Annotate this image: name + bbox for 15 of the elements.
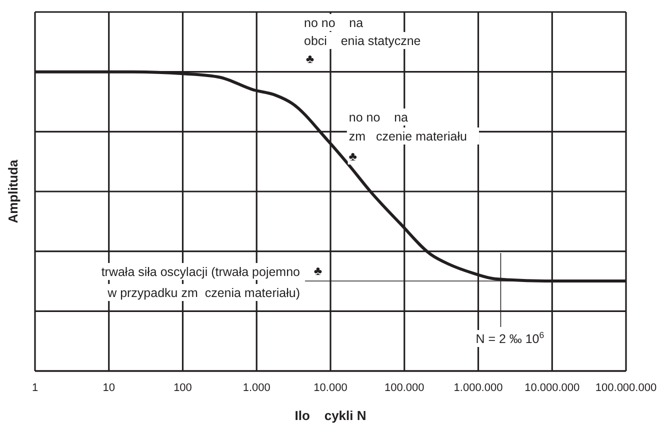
x-tick-label: 1.000.000: [454, 382, 503, 394]
x-tick-label: 100: [174, 382, 192, 394]
x-tick-label: 100.000.000: [595, 382, 657, 394]
x-tick-label: 1.000: [242, 382, 270, 394]
x-axis-title: Ilo cykli N: [294, 408, 366, 423]
x-tick-label: 10: [102, 382, 115, 394]
y-axis-title: Amplituda: [5, 158, 20, 224]
text: no no na obci enia statyczne ♣: [304, 16, 421, 66]
text: trwała siła oscylacji (trwała pojemno w przypadku zm czenia materiału) ♣: [101, 264, 322, 300]
x-tick-label: 1: [32, 382, 38, 394]
x-tick-label: 100.000: [384, 382, 424, 394]
annotation: no no na zm czenie materiału ♣: [348, 110, 468, 164]
x-tick-label: 10.000.000: [524, 382, 580, 394]
annotation: N = 2 ‰ 10$^{6}$: [476, 330, 544, 346]
x-tick-label: 10.000: [314, 382, 348, 394]
